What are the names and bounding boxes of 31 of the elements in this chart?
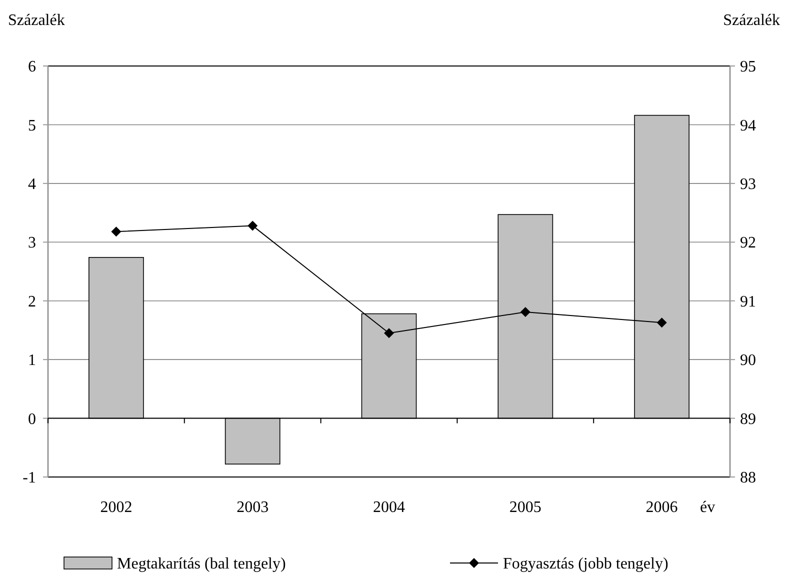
y2-axis-title: Százalék: [723, 12, 780, 29]
x-tick-label: 2003: [236, 499, 269, 516]
y-tick-label: 3: [28, 234, 36, 252]
y-axis-title: Százalék: [8, 12, 65, 29]
point: [520, 307, 530, 318]
y-tick-label: 6: [28, 58, 36, 76]
point: [656, 318, 667, 328]
y-tick-label: 5: [28, 117, 36, 134]
x-tick-label: 2006: [646, 499, 678, 516]
legend-label: Megtakarítás (bal tengely): [117, 556, 286, 573]
y-tick-label: 4: [28, 176, 36, 194]
x-tick-label: 2005: [509, 499, 542, 516]
y2-tick-label: 90: [740, 352, 756, 370]
y2-tick-label: 95: [740, 58, 756, 76]
y-tick-label: 0: [28, 410, 36, 428]
y2-tick-label: 88: [740, 470, 756, 487]
point: [384, 328, 394, 338]
y2-tick-label: 92: [740, 234, 756, 252]
y-tick-label: 1: [28, 352, 36, 370]
y-tick-label: -1: [22, 470, 36, 487]
y2-tick-label: 94: [740, 117, 756, 134]
y-tick-label: 2: [28, 293, 36, 310]
x-tick-label: 2004: [373, 499, 405, 516]
x-axis-title: év: [700, 499, 716, 516]
y2-tick-label: 93: [740, 176, 756, 194]
y2-tick-label: 91: [740, 293, 756, 310]
legend-label: Fogyasztás (jobb tengely): [503, 556, 668, 573]
y2-tick-label: 89: [740, 410, 756, 428]
point: [111, 226, 122, 237]
x-tick-label: 2002: [100, 499, 132, 516]
point: [248, 220, 258, 231]
